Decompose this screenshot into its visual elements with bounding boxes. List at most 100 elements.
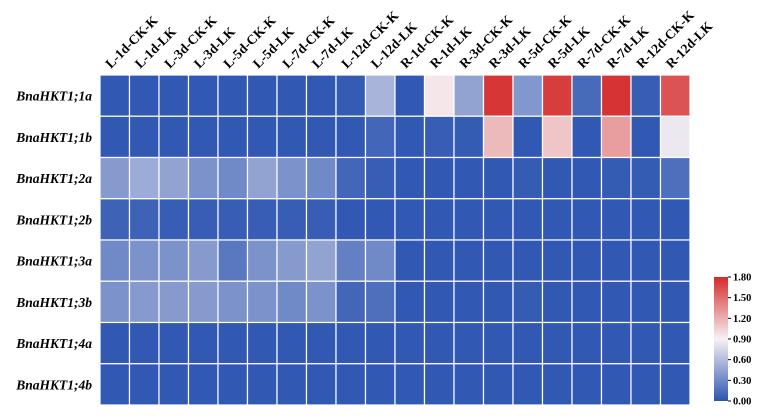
heatmap-cell: [453, 198, 485, 241]
heatmap-cell: [158, 239, 190, 282]
heatmap-cell: [246, 280, 278, 324]
heatmap-cells: [99, 74, 691, 406]
heatmap-cell: [246, 321, 278, 365]
colorbar: 0.00 0.30 0.60 0.90 1.20 1.50 1.80: [714, 273, 751, 408]
heatmap-cell: [335, 74, 367, 117]
heatmap-cell: [246, 239, 278, 282]
heatmap-cell: [99, 156, 131, 200]
heatmap-cell: [394, 321, 426, 365]
heatmap-cell: [659, 280, 691, 324]
heatmap-cell: [276, 115, 308, 159]
heatmap-cell: [158, 363, 190, 406]
heatmap-cell: [217, 321, 249, 365]
heatmap-cell: [99, 239, 131, 282]
heatmap-cell: [482, 115, 514, 159]
heatmap-cell: [630, 239, 662, 282]
heatmap-cell: [99, 198, 131, 241]
heatmap-cell: [571, 280, 603, 324]
colorbar-gradient: [714, 277, 728, 401]
heatmap-cell: [305, 198, 337, 241]
heatmap-cell: [335, 198, 367, 241]
heatmap-cell: [276, 74, 308, 117]
heatmap-cell: [482, 156, 514, 200]
heatmap-cell: [541, 363, 573, 406]
heatmap-cell: [246, 115, 278, 159]
heatmap-cell: [158, 156, 190, 200]
heatmap-cell: [246, 156, 278, 200]
heatmap-cell: [482, 198, 514, 241]
row-label: BnaHKT1;4a: [15, 336, 92, 351]
heatmap-cell: [571, 363, 603, 406]
heatmap-cell: [394, 198, 426, 241]
row-label: BnaHKT1;3a: [15, 254, 92, 269]
heatmap-cell: [659, 321, 691, 365]
heatmap-cell: [217, 74, 249, 117]
heatmap-cell: [571, 156, 603, 200]
heatmap-cell: [335, 156, 367, 200]
heatmap-cell: [630, 363, 662, 406]
heatmap-cell: [659, 156, 691, 200]
heatmap-cell: [571, 115, 603, 159]
heatmap-cell: [394, 115, 426, 159]
heatmap-cell: [571, 74, 603, 117]
heatmap-cell: [364, 115, 396, 159]
heatmap-cell: [187, 115, 219, 159]
heatmap-cell: [512, 321, 544, 365]
row-label: BnaHKT1;4b: [15, 377, 92, 392]
heatmap-cell: [423, 321, 455, 365]
heatmap-cell: [335, 115, 367, 159]
heatmap-cell: [187, 363, 219, 406]
heatmap-cell: [600, 115, 632, 159]
heatmap-cell: [600, 363, 632, 406]
heatmap-cell: [394, 239, 426, 282]
heatmap-cell: [187, 198, 219, 241]
heatmap-cell: [99, 74, 131, 117]
heatmap-cell: [423, 198, 455, 241]
heatmap-cell: [600, 156, 632, 200]
heatmap-cell: [305, 321, 337, 365]
heatmap-cell: [600, 198, 632, 241]
heatmap-cell: [571, 321, 603, 365]
heatmap-cell: [423, 156, 455, 200]
heatmap-cell: [394, 280, 426, 324]
row-label: BnaHKT1;2b: [15, 212, 92, 227]
heatmap-cell: [305, 115, 337, 159]
heatmap-cell: [512, 74, 544, 117]
heatmap-cell: [276, 280, 308, 324]
heatmap-cell: [453, 156, 485, 200]
heatmap-cell: [364, 321, 396, 365]
heatmap-cell: [335, 321, 367, 365]
colorbar-tick-label: 0.90: [733, 335, 751, 346]
row-label: BnaHKT1;1a: [15, 89, 92, 104]
heatmap-cell: [423, 280, 455, 324]
heatmap-cell: [217, 198, 249, 241]
heatmap-cell: [659, 198, 691, 241]
colorbar-tick-label: 0.60: [733, 355, 751, 366]
heatmap-cell: [128, 156, 160, 200]
heatmap-cell: [276, 321, 308, 365]
heatmap-cell: [394, 74, 426, 117]
row-labels: BnaHKT1;1a BnaHKT1;1b BnaHKT1;2a BnaHKT1;2b…: [15, 89, 92, 393]
heatmap-cell: [158, 321, 190, 365]
row-label: BnaHKT1;2a: [15, 171, 92, 186]
heatmap-cell: [276, 363, 308, 406]
heatmap-cell: [482, 363, 514, 406]
heatmap-cell: [541, 198, 573, 241]
heatmap-cell: [659, 239, 691, 282]
heatmap-cell: [276, 198, 308, 241]
heatmap-cell: [217, 156, 249, 200]
heatmap-cell: [128, 198, 160, 241]
heatmap-cell: [541, 239, 573, 282]
heatmap-cell: [305, 74, 337, 117]
heatmap-cell: [305, 156, 337, 200]
heatmap-cell: [453, 363, 485, 406]
heatmap-cell: [128, 239, 160, 282]
heatmap-cell: [217, 115, 249, 159]
heatmap-cell: [276, 156, 308, 200]
heatmap-cell: [453, 115, 485, 159]
heatmap-cell: [423, 115, 455, 159]
row-label: BnaHKT1;3b: [15, 295, 92, 310]
heatmap-cell: [364, 74, 396, 117]
heatmap-cell: [394, 156, 426, 200]
heatmap-cell: [128, 363, 160, 406]
